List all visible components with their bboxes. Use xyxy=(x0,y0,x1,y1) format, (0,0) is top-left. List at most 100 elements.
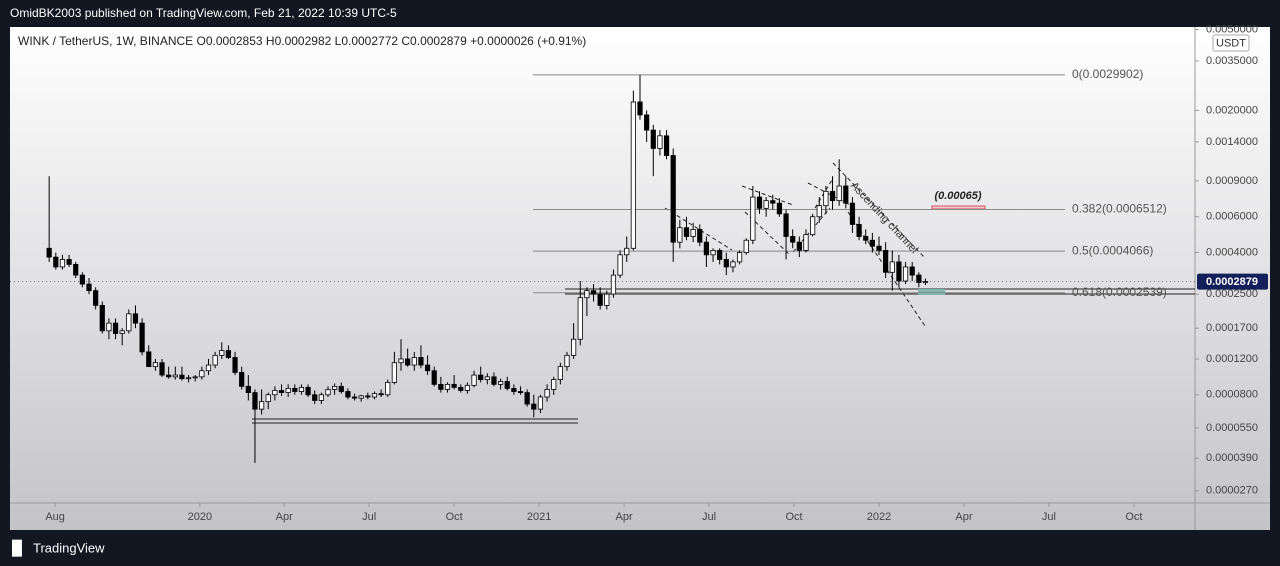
candle-body xyxy=(106,322,112,332)
candle-body xyxy=(259,401,265,410)
candle-body xyxy=(544,389,550,398)
close: C0.0002879 xyxy=(401,34,467,48)
currency[interactable]: USDT xyxy=(1216,37,1246,49)
candle-body xyxy=(843,185,849,204)
candle-body xyxy=(292,387,298,392)
y-tick-label: 0.0006000 xyxy=(1206,211,1258,223)
y-tick-label: 0.0050000 xyxy=(1206,23,1258,35)
candle-body xyxy=(431,370,437,385)
y-tick-label: 0.0000270 xyxy=(1206,485,1258,497)
candle-body xyxy=(756,196,763,209)
candle-body xyxy=(411,357,417,366)
candle-body xyxy=(119,330,125,334)
candle-body xyxy=(723,259,729,268)
candle-body xyxy=(909,266,915,276)
candle-body xyxy=(816,205,822,218)
candle-body xyxy=(736,252,743,263)
annotation: (0.00065) xyxy=(934,190,981,202)
candle-body xyxy=(192,376,198,379)
fib-label: 0.5(0.0004066) xyxy=(1072,243,1153,257)
currency-box[interactable] xyxy=(1212,34,1250,52)
candle-body xyxy=(663,135,670,156)
candle-body xyxy=(829,190,836,202)
candle-body xyxy=(896,261,902,282)
fib-label: 0.618(0.0002539) xyxy=(1072,285,1167,299)
candle-body xyxy=(312,394,318,401)
candle-body xyxy=(212,354,218,366)
candle-body xyxy=(677,227,683,243)
x-tick-label: Oct xyxy=(446,511,463,523)
open: O0.0002853 xyxy=(197,34,263,48)
target-box xyxy=(918,289,945,295)
last-price-label: 0.0002879 xyxy=(1206,276,1258,288)
candle-body xyxy=(358,395,364,399)
candle-body xyxy=(690,229,696,237)
candle-body xyxy=(776,202,783,215)
candle-body xyxy=(710,250,716,256)
candle-body xyxy=(438,383,444,390)
candle-body xyxy=(856,224,862,237)
candle-body xyxy=(424,364,431,372)
change: +0.0000026 (+0.91%) xyxy=(470,34,586,48)
candle-body xyxy=(385,382,391,396)
candle-body xyxy=(298,386,305,392)
candle-body xyxy=(73,263,79,276)
candle-body xyxy=(537,396,544,410)
candle-body xyxy=(219,350,225,356)
candle-body xyxy=(245,385,251,393)
candle-body xyxy=(252,392,258,410)
candle-body xyxy=(922,281,929,284)
candle-body xyxy=(763,200,769,209)
candle-body xyxy=(66,259,72,265)
candle-body xyxy=(351,396,358,399)
candle-body xyxy=(803,234,809,251)
candle-body xyxy=(511,387,517,392)
candle-body xyxy=(823,190,829,207)
fib-label: 0.382(0.0006512) xyxy=(1072,202,1167,216)
candle-body xyxy=(464,384,471,391)
candle-body xyxy=(617,254,623,276)
candle-body xyxy=(139,322,145,353)
x-tick-label: Apr xyxy=(616,511,633,523)
candle-body xyxy=(405,358,411,366)
candle-body xyxy=(205,364,212,372)
candle-body xyxy=(624,247,630,256)
candle-body xyxy=(185,377,192,380)
low: L0.0002772 xyxy=(335,34,399,48)
x-tick-label: 2021 xyxy=(527,511,551,523)
y-tick-label: 0.0035000 xyxy=(1206,55,1258,67)
candle-body xyxy=(232,357,238,373)
candle-body xyxy=(883,250,889,273)
candle-body xyxy=(491,376,497,385)
candle-body xyxy=(644,114,650,131)
candle-body xyxy=(670,155,676,243)
candle-body xyxy=(703,241,709,256)
candle-body xyxy=(697,229,703,243)
x-tick-label: Oct xyxy=(785,511,802,523)
candle-body xyxy=(902,266,909,282)
candle-body xyxy=(112,322,119,334)
candle-body xyxy=(398,358,404,364)
candle-body xyxy=(265,394,271,403)
candle-body xyxy=(783,213,789,237)
y-tick-label: 0.0014000 xyxy=(1206,136,1258,148)
x-tick-label: Jul xyxy=(1042,511,1056,523)
x-tick-label: Jul xyxy=(362,511,376,523)
candle-body xyxy=(444,383,451,390)
trend-line xyxy=(807,182,851,206)
candle-body xyxy=(597,293,603,306)
candle-body xyxy=(132,313,139,324)
trend-line xyxy=(664,207,733,251)
y-tick-label: 0.0009000 xyxy=(1206,175,1258,187)
candle-body xyxy=(451,383,457,388)
x-tick-label: 2022 xyxy=(867,511,891,523)
candle-body xyxy=(272,390,278,396)
y-tick-label: 0.0001700 xyxy=(1206,322,1258,334)
candle-body xyxy=(99,304,105,332)
publish-info: OmidBK2003 published on TradingView.com,… xyxy=(10,6,397,20)
candle-body xyxy=(345,391,351,398)
candle-body xyxy=(524,392,530,405)
x-tick-label: Apr xyxy=(955,511,972,523)
legend: WINK / TetherUS, 1W, BINANCE O0.0002853 … xyxy=(18,34,586,48)
